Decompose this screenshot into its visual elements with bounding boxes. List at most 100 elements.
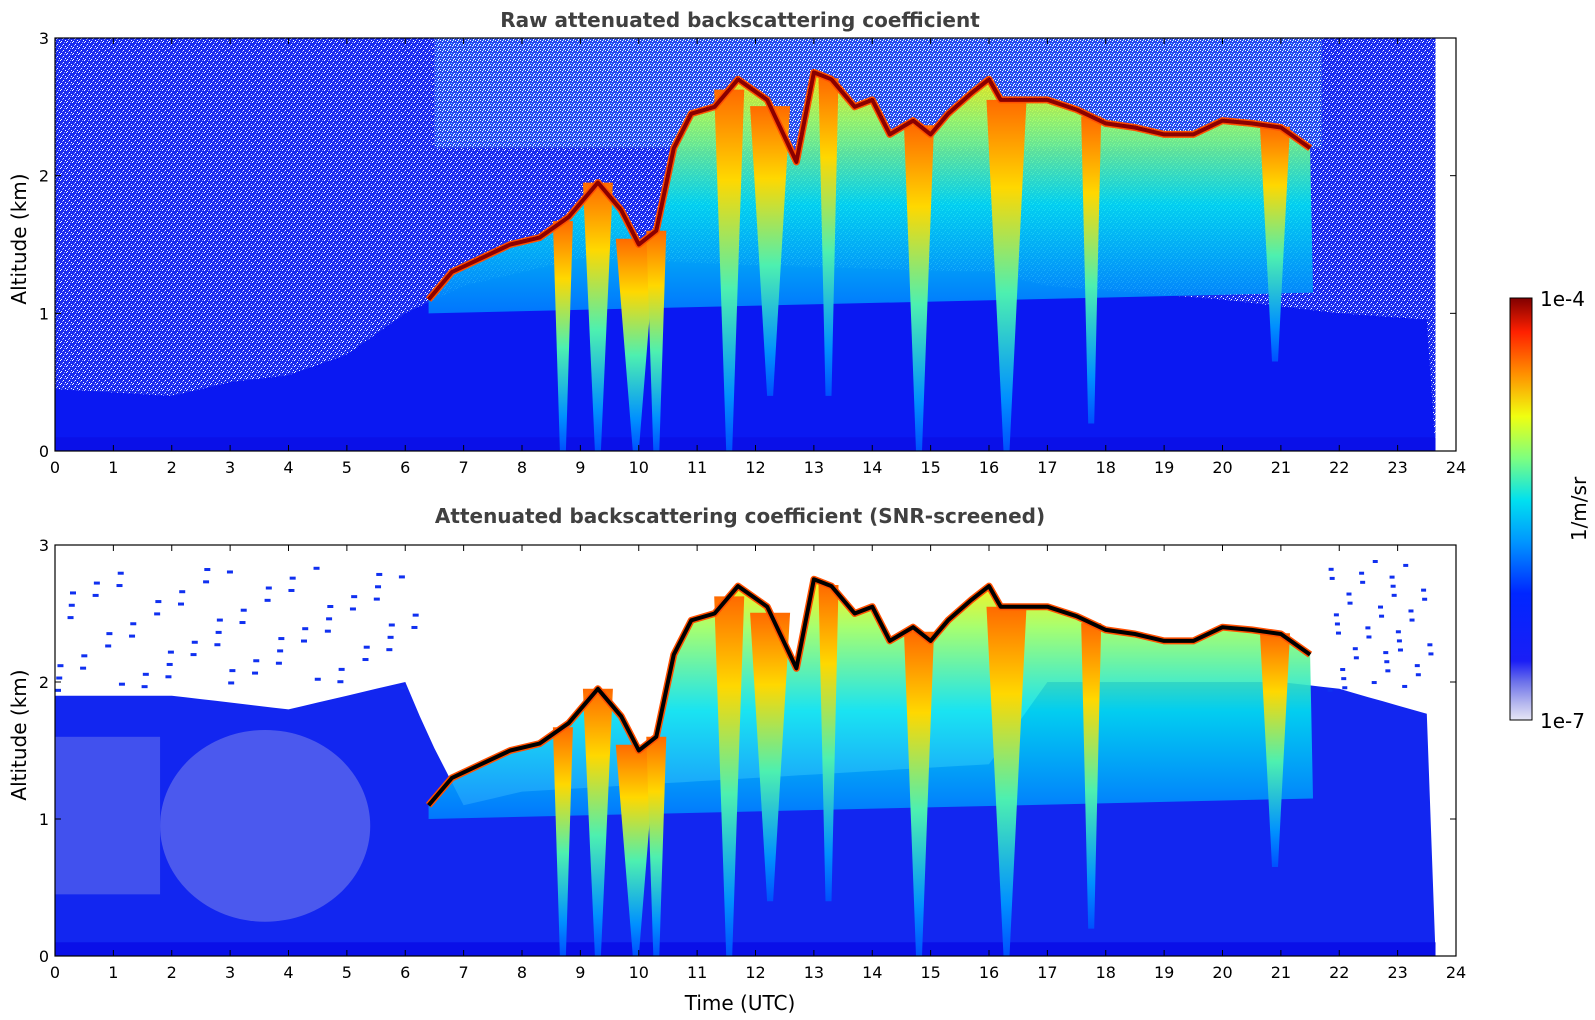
x-tick-label: 18 — [1096, 458, 1116, 477]
x-tick-label: 14 — [862, 458, 882, 477]
x-tick-label: 5 — [342, 963, 352, 982]
noise-pixel — [141, 685, 148, 689]
x-tick-label: 13 — [804, 963, 824, 982]
x-tick-label: 11 — [687, 963, 707, 982]
near-surface-layer — [55, 437, 1436, 451]
noise-pixel — [179, 590, 186, 594]
x-tick-label: 4 — [283, 963, 293, 982]
aerosol-patch — [160, 729, 371, 922]
noise-pixel — [216, 618, 223, 622]
noise-pixel — [1359, 571, 1365, 575]
noise-pixel — [215, 630, 222, 634]
precipitation-shaft — [986, 606, 1027, 956]
snr-screened-panel: 0 1 2 3 4 5 6 7 8 9 10 11 12 13 14 15 16 17 18 19 20 21 22 23 24… — [39, 536, 1466, 982]
x-tick-label: 14 — [862, 963, 882, 982]
y-tick-label: 3 — [39, 29, 49, 48]
x-tick-label: 8 — [517, 963, 527, 982]
noise-pixel — [93, 581, 100, 585]
y-tick-label: 2 — [39, 167, 49, 186]
noise-pixel — [191, 640, 198, 644]
noise-pixel — [1352, 647, 1358, 651]
noise-pixel — [1341, 677, 1347, 681]
precipitation-shaft — [582, 182, 613, 451]
precipitation-shaft — [552, 727, 573, 956]
noise-pixel — [1335, 631, 1341, 635]
colorbar-gradient — [1509, 297, 1533, 721]
noise-pixel — [1414, 664, 1420, 668]
chart-title-raw: Raw attenuated backscattering coefficien… — [500, 8, 980, 32]
noise-pixel — [1408, 609, 1414, 613]
noise-pixel — [1390, 584, 1396, 588]
noise-pixel — [240, 608, 247, 612]
x-tick-label: 6 — [400, 963, 410, 982]
x-tick-label: 22 — [1329, 963, 1349, 982]
noise-pixel — [55, 688, 61, 692]
noise-pixel — [1342, 686, 1348, 690]
noise-pixel — [1378, 605, 1384, 609]
noise-pixel — [398, 575, 405, 579]
precipitation-shaft — [904, 631, 934, 956]
x-tick-label: 20 — [1212, 963, 1232, 982]
x-tick-label: 11 — [687, 458, 707, 477]
near-surface-layer — [55, 942, 1436, 956]
noise-pixel — [226, 570, 233, 574]
precipitation-shaft — [714, 89, 745, 451]
noise-pixel — [337, 680, 344, 684]
noise-pixel — [203, 580, 210, 584]
noise-pixel — [155, 600, 162, 604]
noise-pixel — [362, 658, 369, 662]
precipitation-shaft — [1260, 126, 1290, 362]
precipitation-shaft — [1081, 116, 1102, 424]
noise-pixel — [165, 675, 172, 679]
noise-pixel — [373, 597, 380, 601]
cloud-base-line — [427, 577, 1312, 807]
noise-pixel — [92, 593, 99, 597]
noise-pixel — [376, 572, 383, 576]
y-axis-label-raw: Altitude (km) — [7, 173, 31, 304]
noise-pixel — [1427, 643, 1433, 647]
noise-pixel — [387, 635, 394, 639]
x-tick-label: 24 — [1446, 458, 1466, 477]
precipitation-shaft — [552, 221, 573, 451]
precipitation-shaft — [818, 585, 839, 902]
x-tick-label: 17 — [1037, 458, 1057, 477]
x-tick-label: 4 — [283, 458, 293, 477]
x-tick-label: 8 — [517, 458, 527, 477]
noise-pixel — [386, 648, 393, 652]
noise-pixel — [1366, 635, 1372, 639]
noise-pixel — [375, 585, 382, 589]
noise-pixel — [190, 653, 197, 657]
noise-pixel — [324, 629, 331, 633]
noise-pixel — [1379, 614, 1385, 618]
noise-pixel — [388, 623, 395, 627]
noise-pixel — [68, 603, 75, 607]
x-tick-label: 21 — [1271, 963, 1291, 982]
x-tick-label: 12 — [745, 963, 765, 982]
precipitation-shaft — [1081, 623, 1102, 929]
y-axis-label-screened: Altitude (km) — [7, 669, 31, 800]
noise-pixel — [1397, 648, 1403, 652]
x-tick-label: 10 — [629, 963, 649, 982]
x-tick-label: 2 — [167, 458, 177, 477]
noise-pixel — [1371, 681, 1377, 685]
noise-pixel — [1391, 593, 1397, 597]
noise-pixel — [412, 613, 419, 617]
raw-backscatter-panel: 0 1 2 3 4 5 6 7 8 9 10 11 12 13 14 15 16 17 18 19 20 21 22 23 24… — [39, 29, 1466, 477]
precipitation-shaft — [904, 125, 934, 451]
x-tick-label: 22 — [1329, 458, 1349, 477]
y-tick-label: 2 — [39, 673, 49, 692]
noise-pixel — [177, 602, 184, 606]
x-tick-label: 20 — [1212, 458, 1232, 477]
noise-pixel — [1353, 656, 1359, 660]
x-tick-label: 18 — [1096, 963, 1116, 982]
noise-pixel — [264, 598, 271, 602]
x-tick-label: 7 — [459, 458, 469, 477]
x-tick-label: 16 — [979, 963, 999, 982]
colorbar-max-label: 1e-4 — [1540, 287, 1585, 311]
noise-pixel — [166, 662, 173, 666]
noise-pixel — [252, 671, 259, 675]
chart-title-screened: Attenuated backscattering coefficient (S… — [435, 504, 1045, 528]
x-tick-label: 6 — [400, 458, 410, 477]
noise-pixel — [1389, 575, 1395, 579]
noise-pixel — [57, 664, 64, 668]
